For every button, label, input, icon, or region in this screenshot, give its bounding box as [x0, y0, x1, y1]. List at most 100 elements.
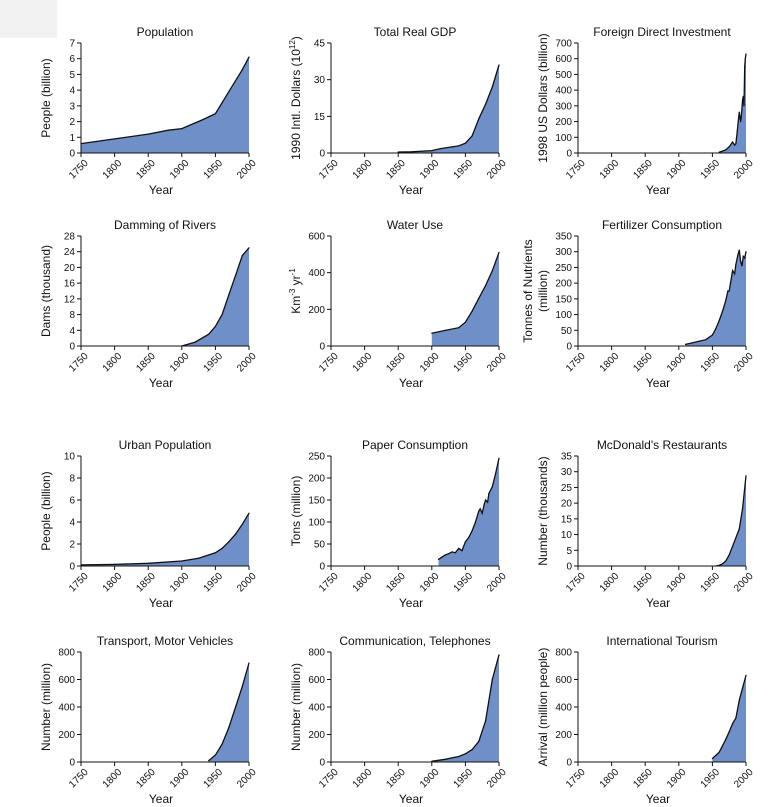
chart-11-point-3 [464, 753, 466, 755]
chart-4-point-1 [194, 341, 196, 343]
chart-8-point-18 [488, 492, 490, 494]
chart-5-xtick-label-2: 1850 [384, 351, 408, 375]
chart-6-ytick-label-4: 200 [555, 279, 572, 290]
chart-12-point-6 [738, 699, 740, 701]
chart-9-xtick-label-5: 2000 [732, 571, 756, 595]
chart-5-xtick-label-1: 1800 [351, 351, 375, 375]
chart-3-point-11 [742, 99, 744, 101]
chart-6-ylabel: Tonnes of Nutrients [521, 239, 535, 342]
chart-11-xtick-label-5: 2000 [485, 767, 509, 791]
chart-1-ytick-label-1: 1 [69, 133, 75, 144]
chart-9-xtick-label-2: 1850 [631, 571, 655, 595]
chart-11-xtick-label-2: 1850 [384, 767, 408, 791]
chart-1-point-1 [114, 138, 116, 140]
chart-12-ytick-label-0: 0 [566, 758, 572, 769]
chart-7-point-3 [181, 560, 183, 562]
chart-1-xlabel: Year [149, 183, 173, 197]
chart-4-ytick-label-0: 0 [69, 342, 75, 353]
chart-5-point-1 [444, 329, 446, 331]
chart-10-point-1 [214, 754, 216, 756]
chart-5-ylabel: Km-3 yr-1 [288, 268, 303, 314]
chart-4-area [181, 247, 249, 346]
chart-3-xtick-label-0: 1750 [564, 158, 588, 182]
chart-6-xtick-label-5: 2000 [732, 351, 756, 375]
chart-3-ylabel: 1998 US Dollars (billion) [536, 33, 550, 162]
chart-12-point-3 [728, 731, 730, 733]
chart-1-xtick-label-1: 1800 [101, 158, 125, 182]
chart-9-ytick-label-1: 5 [566, 546, 572, 557]
chart-4-ytick-label-2: 8 [69, 310, 75, 321]
chart-9-xlabel: Year [646, 596, 670, 610]
chart-1-point-5 [201, 119, 203, 121]
chart-10-xtick-label-3: 1900 [168, 767, 192, 791]
chart-4-ytick-label-6: 24 [64, 247, 76, 258]
chart-2-xtick-label-2: 1850 [384, 158, 408, 182]
chart-6-ytick-label-7: 350 [555, 232, 572, 243]
chart-10-point-3 [228, 727, 230, 729]
chart-10-ytick-label-1: 200 [58, 730, 75, 741]
chart-6-point-1 [691, 342, 693, 344]
chart-11-xlabel: Year [399, 792, 423, 806]
chart-11-point-2 [458, 755, 460, 758]
chart-6-point-8 [725, 299, 727, 301]
chart-8-ytick-label-1: 50 [314, 540, 326, 551]
chart-2: 0 15 30 45 1750 1800 1850 1900 1950 2000 Total Rea… [288, 25, 509, 197]
chart-2-point-10 [485, 103, 487, 105]
chart-7-ytick-label-1: 2 [69, 540, 75, 551]
chart-3-point-0 [718, 151, 720, 153]
chart-7-ylabel: People (billion) [39, 471, 53, 550]
chart-8-point-13 [479, 508, 481, 510]
chart-2-ytick-label-2: 30 [314, 75, 326, 86]
chart-3-point-16 [745, 53, 747, 55]
chart-12-ytick-label-1: 200 [555, 730, 572, 741]
chart-9-ytick-label-2: 10 [561, 530, 573, 541]
chart-6-point-6 [718, 320, 720, 322]
chart-3-ytick-label-3: 300 [555, 101, 572, 112]
chart-6-xlabel: Year [646, 376, 670, 390]
chart-3-point-8 [738, 111, 740, 113]
chart-6-xtick-label-1: 1800 [598, 351, 622, 375]
chart-7-xlabel: Year [149, 596, 173, 610]
chart-12-ytick-label-3: 600 [555, 675, 572, 686]
chart-11-xtick-label-0: 1750 [317, 767, 341, 791]
chart-2-point-2 [424, 150, 426, 152]
chart-9-point-4 [728, 554, 730, 556]
chart-9-ylabel: Number (thousands) [536, 456, 550, 565]
chart-7-point-7 [228, 541, 230, 543]
chart-10-xtick-label-5: 2000 [235, 767, 259, 791]
chart-8-ytick-label-5: 250 [308, 452, 325, 463]
chart-7-point-1 [114, 563, 116, 566]
chart-2-title: Total Real GDP [374, 25, 457, 39]
chart-8-point-8 [464, 541, 466, 543]
chart-10-ytick-label-3: 600 [58, 675, 75, 686]
chart-6-point-3 [705, 339, 707, 341]
chart-6-xtick-label-2: 1850 [631, 351, 655, 375]
chart-4-ytick-label-1: 4 [69, 326, 75, 337]
chart-12-xtick-label-1: 1800 [598, 767, 622, 791]
chart-2-ylabel: 1990 Intl. Dollars (1012) [288, 36, 303, 160]
chart-8-point-4 [451, 551, 453, 553]
chart-6-xtick-label-0: 1750 [564, 351, 588, 375]
chart-3-xtick-label-1: 1800 [598, 158, 622, 182]
chart-10-point-6 [248, 662, 250, 664]
chart-12-ylabel: Arrival (million people) [536, 648, 550, 767]
chart-3-xtick-label-2: 1850 [631, 158, 655, 182]
chart-3-ytick-label-4: 400 [555, 86, 572, 97]
chart-9-xtick-label-1: 1800 [598, 571, 622, 595]
chart-2-xtick-label-5: 2000 [485, 158, 509, 182]
chart-10-area [208, 663, 249, 762]
chart-12-point-7 [742, 687, 744, 689]
chart-6-xtick-label-3: 1900 [665, 351, 689, 375]
chart-5-title: Water Use [387, 218, 444, 232]
chart-6-ytick-label-1: 50 [561, 326, 573, 337]
chart-12-xlabel: Year [646, 792, 670, 806]
chart-2-point-6 [458, 145, 460, 147]
chart-12-xtick-label-3: 1900 [665, 767, 689, 791]
chart-3: 0 100 200 300 400 500 600 700 1750 1800 1850 1900 19… [536, 25, 756, 197]
chart-10-title: Transport, Motor Vehicles [97, 634, 233, 648]
chart-5-point-6 [485, 284, 487, 287]
chart-8-ytick-label-2: 100 [308, 518, 325, 529]
chart-8-point-3 [448, 553, 450, 555]
chart-3-point-2 [728, 146, 730, 148]
chart-1-xtick-label-5: 2000 [235, 158, 259, 182]
